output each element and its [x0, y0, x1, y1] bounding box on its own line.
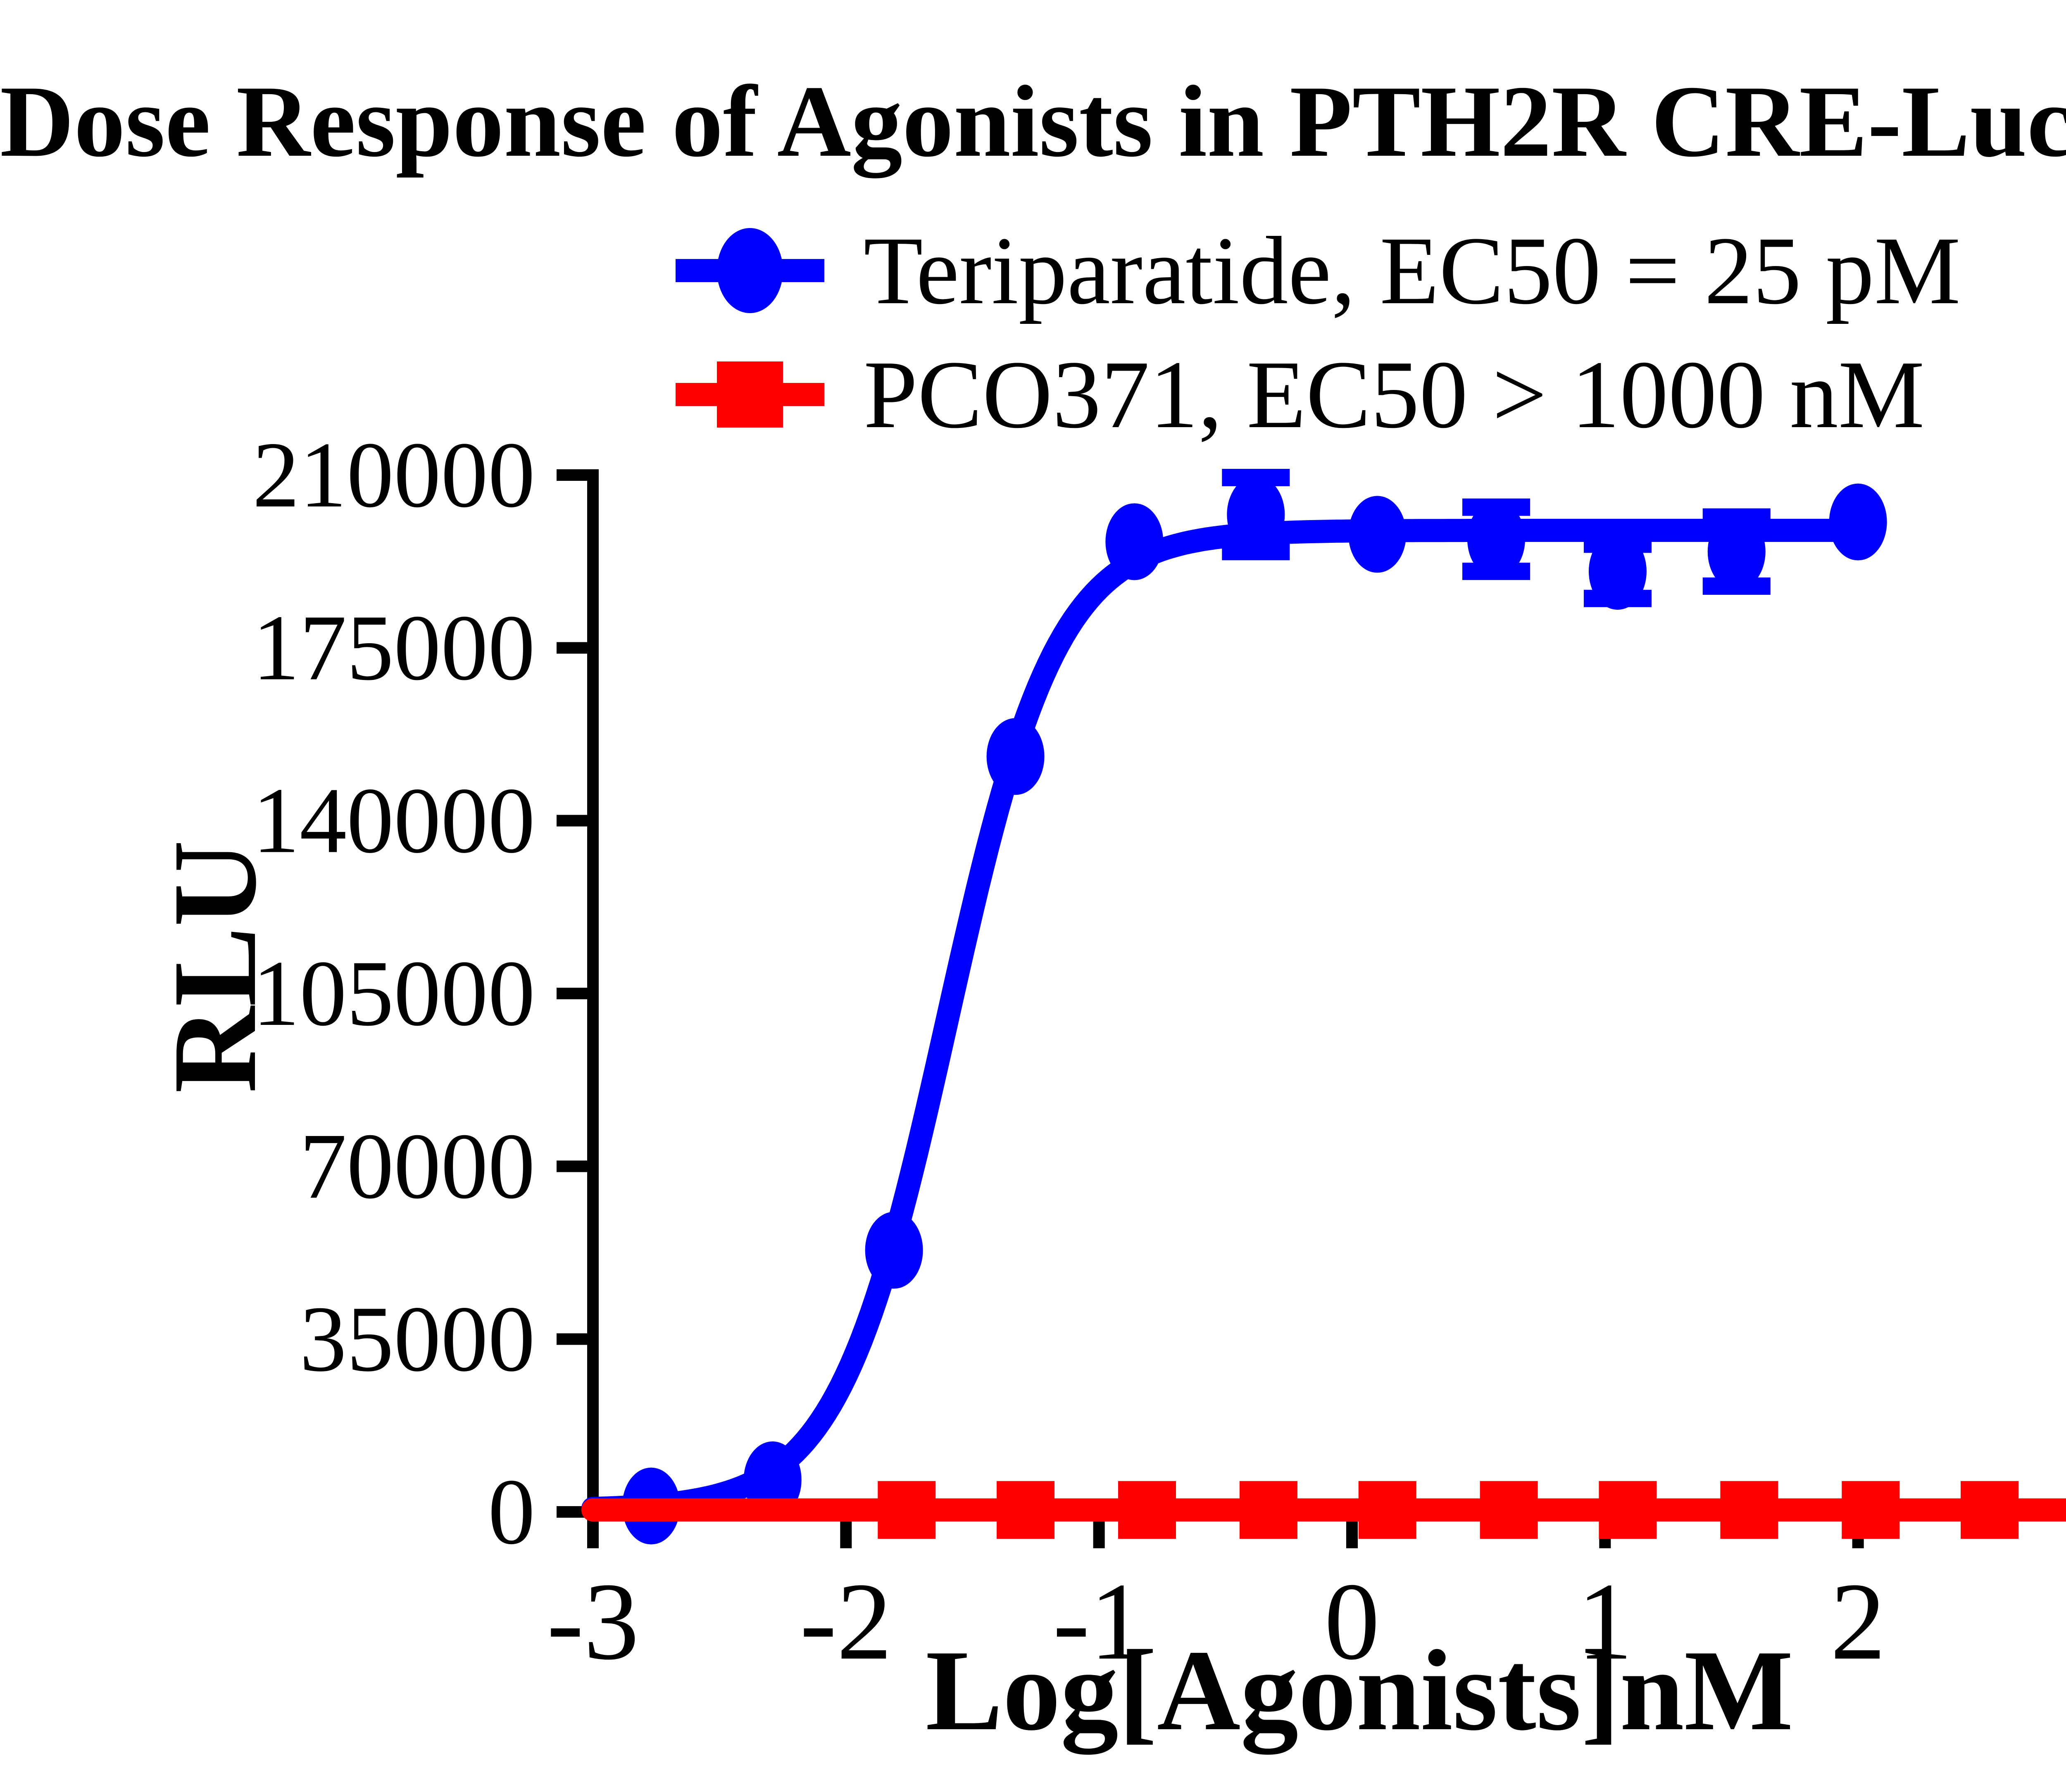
pco371-data-point: [1118, 1481, 1176, 1539]
x-tick-label: -1: [1053, 1560, 1145, 1683]
chart-title: Dose Response of Agonists in PTH2R CRE-L…: [0, 64, 2066, 178]
y-tick-label: 35000: [300, 1287, 535, 1391]
y-tick-label: 140000: [252, 769, 535, 873]
pco371-data-point: [1961, 1481, 2019, 1539]
legend-label-pco371: PCO371, EC50 > 1000 nM: [864, 340, 1925, 448]
pco371-line-square-icon: [676, 361, 824, 428]
y-axis-title: RLU: [148, 840, 281, 1093]
teriparatide-data-point: [865, 1212, 923, 1289]
pco371-data-point: [1599, 1481, 1657, 1539]
teriparatide-data-point: [1467, 501, 1526, 578]
pco371-data-point: [1239, 1481, 1297, 1539]
pco371-data-point: [1720, 1481, 1778, 1539]
pco371-data-point: [1358, 1481, 1416, 1539]
x-axis-title: Log[Agonists]nM: [925, 1626, 1794, 1754]
x-tick-label: -3: [547, 1560, 639, 1683]
pco371-data-point: [878, 1481, 936, 1539]
legend-item-pco371: PCO371, EC50 > 1000 nM: [674, 333, 1961, 456]
pco371-data-point: [997, 1481, 1055, 1539]
teriparatide-data-point: [1829, 483, 1887, 561]
teriparatide-data-point: [986, 718, 1045, 795]
legend-item-teriparatide: Teriparatide, EC50 = 25 pM: [674, 209, 1961, 333]
y-tick-label: 70000: [300, 1114, 535, 1218]
y-tick-label: 210000: [252, 423, 535, 527]
x-tick-label: 1: [1577, 1560, 1633, 1683]
y-tick-label: 105000: [252, 941, 535, 1046]
teriparatide-data-point: [1588, 533, 1647, 610]
x-tick-label: 2: [1830, 1560, 1886, 1683]
legend: Teriparatide, EC50 = 25 pM PCO371, EC50 …: [674, 209, 1961, 456]
teriparatide-fit-curve: [581, 518, 1870, 1520]
legend-label-teriparatide: Teriparatide, EC50 = 25 pM: [864, 216, 1961, 324]
teriparatide-line-circle-icon: [676, 228, 824, 313]
teriparatide-data-point: [1707, 513, 1766, 590]
y-tick-label: 175000: [252, 596, 535, 700]
x-tick-label: -2: [800, 1560, 892, 1683]
teriparatide-data-point: [1348, 496, 1407, 573]
teriparatide-data-point: [1105, 503, 1164, 580]
x-tick-label: 0: [1324, 1560, 1380, 1683]
teriparatide-data-point: [1227, 476, 1285, 553]
pco371-data-point: [1842, 1481, 1900, 1539]
y-tick-label: 0: [488, 1460, 535, 1564]
pco371-data-point: [1480, 1481, 1538, 1539]
